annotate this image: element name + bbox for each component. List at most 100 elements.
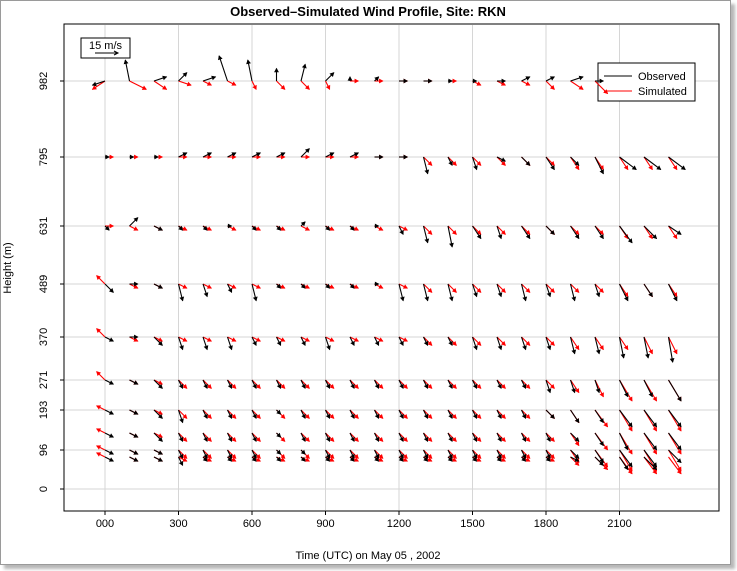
observed-vector-head (599, 169, 604, 175)
observed-vector (153, 449, 163, 455)
observed-vector (496, 336, 503, 351)
observed-vector (521, 225, 531, 240)
simulated-vector-head (353, 453, 359, 459)
observed-vector-head (329, 72, 335, 78)
observed-vector-shaft (667, 336, 674, 363)
simulated-vector (91, 80, 106, 90)
observed-vector-head (374, 383, 380, 389)
observed-vector-head (301, 63, 307, 69)
observed-vector (594, 379, 601, 394)
observed-vector (104, 336, 114, 342)
observed-vector (569, 283, 577, 302)
observed-vector-head (178, 460, 184, 466)
simulated-vector-head (255, 413, 261, 419)
observed-vector (619, 449, 633, 468)
observed-vector-head (624, 445, 629, 451)
observed-vector-head (595, 292, 601, 298)
simulated-vector-head (451, 160, 457, 166)
plot-area (63, 23, 720, 512)
simulated-vector-head (91, 85, 97, 90)
observed-vector-head (652, 234, 658, 240)
observed-vector-head (276, 340, 282, 346)
simulated-vector-head (182, 436, 188, 442)
simulated-vector-head (231, 436, 237, 442)
observed-vector (227, 449, 233, 459)
observed-vector (545, 156, 555, 171)
observed-vector (643, 379, 653, 398)
simulated-vector-head (599, 345, 604, 351)
observed-vector-head (211, 75, 217, 81)
observed-vector (374, 76, 380, 82)
observed-vector-head (546, 388, 552, 394)
observed-vector (447, 156, 453, 166)
observed-vector (447, 409, 453, 419)
observed-vector-head (448, 160, 453, 166)
simulated-vector-head (134, 154, 139, 160)
observed-vector-head (252, 453, 257, 459)
simulated-vector-head (525, 287, 531, 293)
simulated-vector (129, 225, 139, 231)
simulated-vector-head (672, 292, 678, 298)
observed-vector (423, 78, 433, 84)
observed-vector (619, 456, 629, 471)
simulated-vector-head (280, 226, 286, 231)
observed-vector-head (134, 281, 139, 287)
simulated-vector-head (206, 226, 212, 231)
observed-vector-head (104, 225, 110, 231)
observed-vector (619, 409, 633, 428)
simulated-vector-head (206, 457, 212, 462)
simulated-vector (398, 336, 408, 342)
simulated-vector-head (280, 84, 286, 90)
simulated-vector-head (231, 383, 237, 389)
simulated-vector-head (603, 465, 609, 471)
observed-vector-head (252, 296, 258, 302)
simulated-vector-head (378, 383, 384, 389)
y-tick-label: 193 (38, 401, 50, 419)
observed-vector-head (448, 413, 453, 419)
observed-vector (545, 409, 555, 419)
simulated-vector (594, 80, 609, 95)
simulated-vector-head (652, 396, 657, 402)
observed-vector (594, 156, 604, 175)
observed-vector (374, 409, 380, 419)
observed-vector (104, 449, 114, 455)
simulated-vector-head (451, 453, 457, 459)
simulated-vector-head (329, 413, 335, 419)
observed-vector (325, 225, 331, 231)
simulated-vector-head (304, 453, 310, 459)
observed-vector-head (157, 383, 163, 389)
simulated-vector-head (603, 422, 608, 428)
simulated-vector (374, 78, 384, 84)
observed-vector-head (578, 75, 584, 81)
simulated-vector-head (231, 453, 237, 459)
simulated-vector (643, 336, 653, 355)
simulated-vector-head (525, 457, 531, 462)
observed-vector (374, 223, 380, 229)
observed-vector-head (620, 353, 626, 359)
observed-vector-head (648, 292, 653, 298)
simulated-vector-head (500, 457, 506, 462)
simulated-vector (619, 156, 629, 171)
observed-vector-head (398, 456, 404, 462)
y-tick-label: 370 (38, 328, 50, 346)
simulated-vector-head (427, 453, 433, 459)
simulated-vector-head (325, 84, 331, 90)
observed-vector (423, 432, 429, 442)
observed-vector-head (349, 283, 355, 289)
observed-vector (325, 152, 335, 158)
simulated-vector (350, 78, 360, 84)
simulated-vector (521, 283, 531, 293)
observed-vector-head (574, 160, 580, 166)
observed-vector-head (300, 283, 306, 289)
observed-vector (276, 409, 282, 415)
observed-vector-head (428, 78, 433, 84)
observed-vector-head (182, 72, 188, 78)
observed-vector-head (673, 296, 678, 302)
observed-vector-shaft (668, 379, 682, 402)
observed-vector (668, 449, 682, 464)
observed-vector (153, 379, 163, 389)
observed-vector-head (374, 281, 380, 287)
observed-vector-head (227, 413, 233, 419)
simulated-vector-head (574, 287, 580, 293)
simulated-vector (472, 156, 482, 166)
